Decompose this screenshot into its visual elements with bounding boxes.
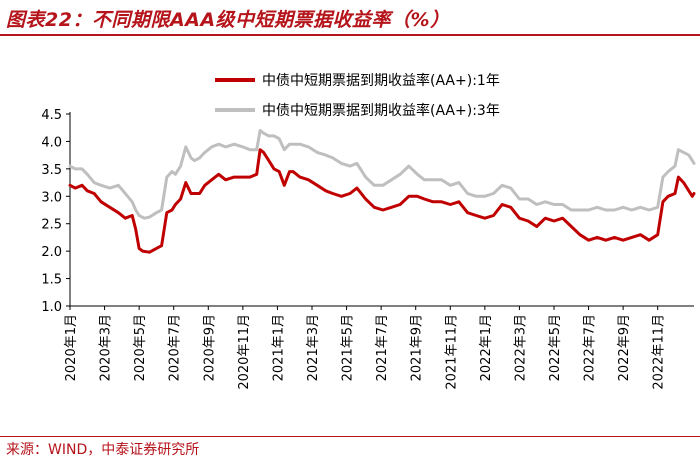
title-divider [0, 34, 700, 36]
y-tick-label: 4.5 [41, 108, 62, 123]
x-tick-label: 2020年5月 [133, 314, 148, 381]
y-axis: 1.0 1.5 2.0 2.5 3.0 3.5 4.0 4.5 [41, 108, 71, 315]
x-tick-label: 2022年9月 [617, 314, 632, 381]
x-tick-label: 2021年1月 [271, 314, 286, 381]
x-tick-label: 2020年7月 [168, 314, 183, 381]
x-tick-label: 2021年11月 [444, 314, 459, 390]
x-tick-label: 2022年11月 [652, 314, 667, 390]
x-axis: 2020年1月 2020年3月 2020年5月 2020年7月 2020年9月 2020年… [64, 305, 694, 390]
x-tick-label: 2021年5月 [341, 314, 356, 381]
footer-divider [0, 436, 700, 437]
x-tick-label: 2022年3月 [513, 314, 528, 381]
y-tick-label: 3.5 [41, 163, 62, 178]
y-tick-label: 1.5 [41, 273, 62, 288]
x-tick-label: 2020年9月 [202, 314, 217, 381]
x-tick-label: 2020年1月 [64, 314, 79, 381]
x-tick-label: 2020年3月 [99, 314, 114, 381]
chart-series [68, 129, 696, 254]
line-chart: 1.01.52.02.53.03.54.04.5 2020年1月 2020年3月 2… [41, 72, 696, 390]
legend-label-3y: 中债中短期票据到期收益率(AA+):3年 [262, 102, 500, 119]
x-tick-label: 2020年11月 [237, 314, 252, 390]
series-1y-line [68, 148, 696, 254]
x-tick-label: 2021年9月 [410, 314, 425, 381]
x-tick-label: 2022年7月 [583, 314, 598, 381]
x-tick-label: 2021年3月 [306, 314, 321, 381]
x-tick-label: 2022年5月 [548, 314, 563, 381]
y-tick-label: 2.0 [41, 245, 62, 260]
chart-title: 图表22：不同期限AAA级中短期票据收益率（%） [6, 9, 450, 31]
legend-label-1y: 中债中短期票据到期收益率(AA+):1年 [262, 72, 500, 89]
source-note: 来源：WIND，中泰证券研究所 [6, 442, 200, 458]
y-tick-label: 4.0 [41, 135, 62, 150]
series-3y-line [68, 129, 696, 220]
x-tick-label: 2021年7月 [375, 314, 390, 381]
y-tick-label: 3.0 [41, 190, 62, 205]
x-tick-label: 2022年1月 [479, 314, 494, 381]
y-tick-label: 2.5 [41, 218, 62, 233]
y-tick-label: 1.0 [41, 300, 62, 315]
